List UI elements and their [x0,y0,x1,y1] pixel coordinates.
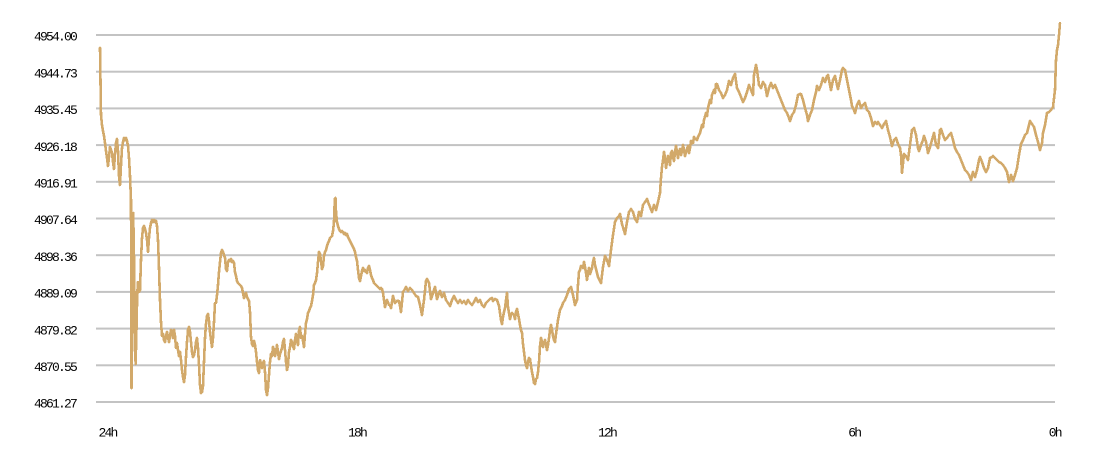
svg-text:0h: 0h [1049,426,1062,441]
svg-text:4870.55: 4870.55 [34,360,77,375]
svg-text:18h: 18h [348,426,367,441]
svg-text:4879.82: 4879.82 [34,323,77,338]
svg-text:4935.45: 4935.45 [34,103,77,118]
svg-text:24h: 24h [99,426,118,441]
svg-text:4954.00: 4954.00 [34,30,77,45]
svg-text:4916.91: 4916.91 [34,177,78,192]
svg-text:4944.73: 4944.73 [34,66,77,81]
svg-text:4898.36: 4898.36 [34,250,77,265]
svg-text:4861.27: 4861.27 [34,397,77,412]
svg-text:4889.09: 4889.09 [34,287,77,302]
svg-text:12h: 12h [598,426,617,441]
svg-text:6h: 6h [848,426,861,441]
svg-text:4926.18: 4926.18 [34,140,77,155]
svg-text:4907.64: 4907.64 [34,213,78,228]
